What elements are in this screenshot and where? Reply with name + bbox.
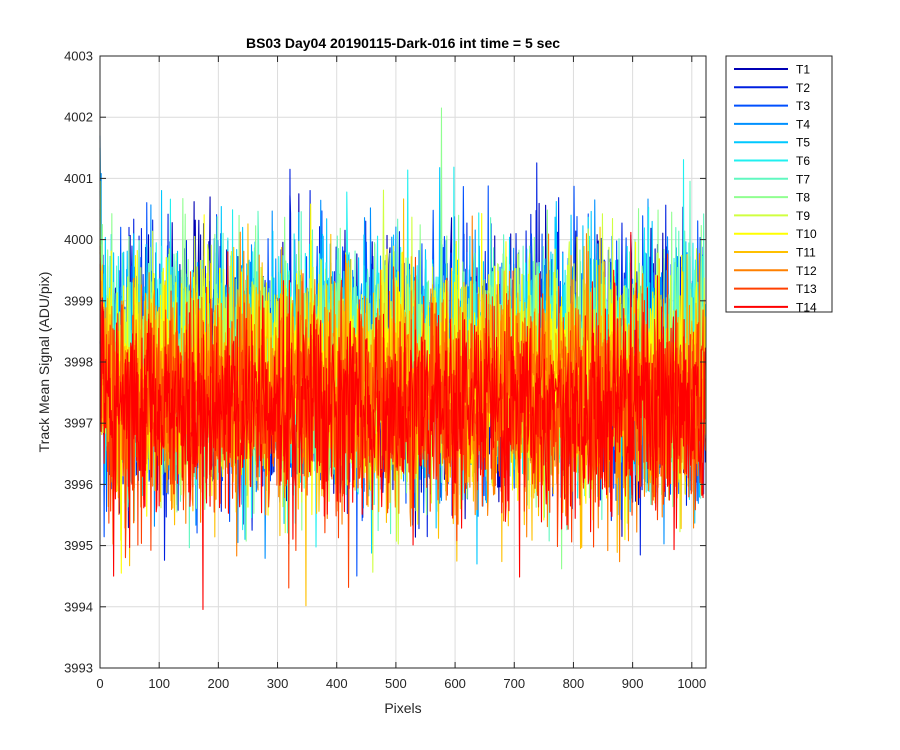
legend-entry-T1: T1 <box>796 63 810 77</box>
y-tick-label: 3994 <box>64 599 93 614</box>
x-tick-label: 900 <box>622 676 644 691</box>
x-tick-label: 200 <box>208 676 230 691</box>
y-tick-label: 4000 <box>64 232 93 247</box>
y-tick-labels: 3993 3994 3995 3996 3997 3998 3999 4000 4001 4002… <box>64 49 93 676</box>
legend: T1 T2 T3 T4 T5 T6 T7 T8 T9 T10 T11 T12 T13 T14 <box>725 55 833 314</box>
series-line-T14 <box>99 231 706 611</box>
y-axis-label: Track Mean Signal (ADU/pix) <box>36 272 52 453</box>
x-tick-label: 300 <box>267 676 289 691</box>
x-tick-label: 800 <box>563 676 585 691</box>
y-tick-label: 4001 <box>64 171 93 186</box>
legend-entry-T8: T8 <box>796 191 810 205</box>
legend-entry-T3: T3 <box>796 99 810 113</box>
legend-entry-T12: T12 <box>796 264 817 278</box>
legend-entry-T9: T9 <box>796 209 810 223</box>
y-tick-label: 3998 <box>64 355 93 370</box>
x-tick-labels: 0 100 200 300 400 500 600 700 800 900 1000 <box>96 676 706 691</box>
x-axis-label: Pixels <box>384 700 421 716</box>
y-tick-label: 4003 <box>64 49 93 64</box>
x-tick-label: 1000 <box>677 676 706 691</box>
x-tick-label: 500 <box>385 676 407 691</box>
legend-entry-T2: T2 <box>796 81 810 95</box>
y-tick-label: 3995 <box>64 538 93 553</box>
y-tick-label: 3993 <box>64 661 93 676</box>
legend-entry-T13: T13 <box>796 282 817 296</box>
y-tick-label: 3999 <box>64 293 93 308</box>
x-tick-label: 600 <box>444 676 466 691</box>
x-tick-label: 100 <box>148 676 170 691</box>
legend-entry-T7: T7 <box>796 172 810 186</box>
legend-entry-T6: T6 <box>796 154 810 168</box>
legend-entry-T14: T14 <box>796 300 817 314</box>
legend-entry-T10: T10 <box>796 227 817 241</box>
chart-title: BS03 Day04 20190115-Dark-016 int time = … <box>246 35 560 51</box>
x-tick-label: 700 <box>503 676 525 691</box>
y-tick-label: 3996 <box>64 477 93 492</box>
x-tick-label: 0 <box>96 676 103 691</box>
axis-ticks <box>99 55 706 669</box>
y-tick-label: 3997 <box>64 416 93 431</box>
legend-entry-T5: T5 <box>796 136 810 150</box>
y-tick-label: 4002 <box>64 110 93 125</box>
legend-entry-T4: T4 <box>796 117 810 131</box>
series-layer <box>99 107 706 611</box>
x-tick-label: 400 <box>326 676 348 691</box>
legend-entry-T11: T11 <box>796 246 816 260</box>
